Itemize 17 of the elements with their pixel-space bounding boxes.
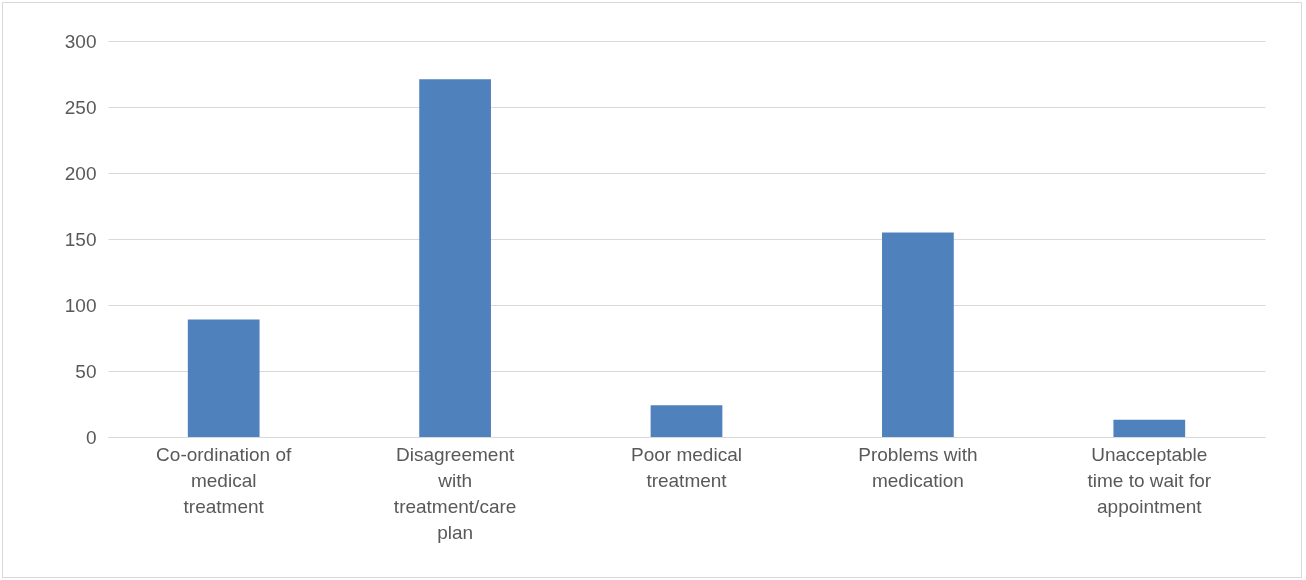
x-tick-label: Poor medical treatment bbox=[631, 443, 742, 491]
bar bbox=[419, 79, 491, 437]
x-tick-label: Unacceptable time to wait for appointment bbox=[1087, 443, 1212, 517]
y-tick-label: 250 bbox=[64, 96, 97, 118]
bar bbox=[187, 319, 260, 437]
bar bbox=[882, 232, 954, 437]
y-tick-label: 0 bbox=[85, 426, 97, 448]
y-tick-label: 150 bbox=[64, 228, 97, 250]
bar bbox=[1113, 419, 1186, 437]
bar bbox=[650, 405, 723, 437]
x-tick-label: Co-ordination of medical treatment bbox=[156, 443, 293, 517]
y-tick-label: 100 bbox=[64, 294, 97, 316]
x-tick-label: Disagreement with treatment/care plan bbox=[393, 443, 517, 543]
x-tick-label: Problems with medication bbox=[858, 443, 978, 491]
y-tick-label: 50 bbox=[75, 360, 97, 382]
y-tick-label: 300 bbox=[64, 30, 97, 52]
y-tick-label: 200 bbox=[64, 162, 97, 184]
